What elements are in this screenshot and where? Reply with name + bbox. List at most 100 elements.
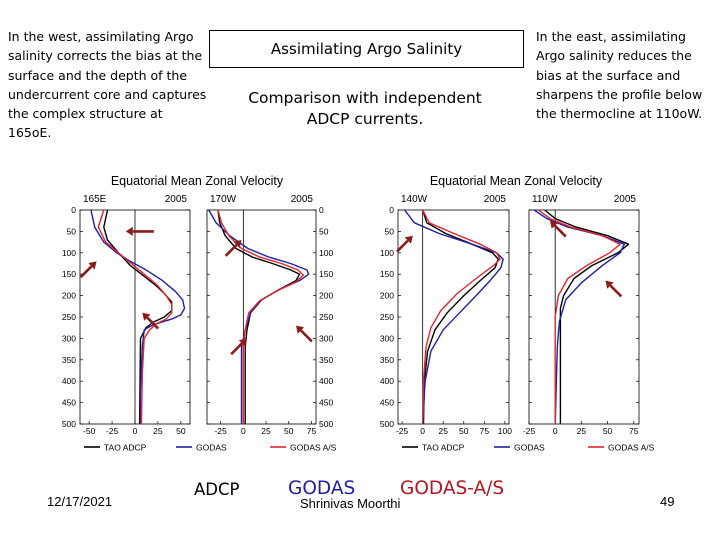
x-tick-label: -25 [214,426,227,436]
arrow-shaft [609,284,623,298]
x-tick-label: 50 [603,426,613,436]
y-tick-label: 150 [319,269,333,279]
y-tick-label: 450 [380,398,394,408]
y-tick-label: 250 [380,312,394,322]
label-godas-as: GODAS-A/S [400,478,505,499]
x-tick-label: 75 [480,426,490,436]
y-tick-label: 150 [380,269,394,279]
panel-year: 2005 [291,194,314,205]
legend-label: GODAS [196,443,227,453]
y-tick-label: 400 [380,376,394,386]
legend-label: GODAS A/S [608,443,655,453]
y-tick-label: 250 [319,312,333,322]
arrow-head [238,338,247,347]
y-tick-label: 300 [380,333,394,343]
y-tick-label: 350 [380,355,394,365]
series-godas-a-s [97,209,173,425]
series-godas [404,209,504,425]
series-tao-adcp [544,209,630,424]
panel-year: 2005 [484,194,507,205]
y-tick-label: 400 [62,376,76,386]
arrow-head [605,280,614,289]
x-tick-label: 75 [629,426,639,436]
series-godas [208,209,310,424]
panel-year: 2005 [614,194,637,205]
figure-canvas: Equatorial Mean Zonal Velocity Equatorial… [62,174,655,453]
y-tick-label: 500 [62,419,76,429]
panel-location: 110W [532,194,558,205]
x-tick-label: 75 [307,426,317,436]
slide-title: Assimilating Argo Salinity [209,30,524,68]
slide-subtitle: Comparison with independent ADCP current… [248,89,482,128]
y-tick-label: 50 [67,226,77,236]
legend-label: TAO ADCP [422,443,465,453]
series-godas [533,209,625,425]
panel-110w: 110W 2005 -25 0 25 50 75 [523,194,640,436]
arrow-head [88,261,97,270]
y-tick-label: 200 [319,291,333,301]
y-tick-label: 0 [71,205,76,215]
y-tick-label: 200 [62,291,76,301]
x-tick-label: -25 [106,426,119,436]
x-tick-label: 50 [459,426,469,436]
panel-year: 2005 [165,194,188,205]
arrow-shaft [79,265,93,279]
footer-author: Shrinivas Moorthi [300,496,401,511]
x-tick-label: -25 [396,426,409,436]
arrow-head [142,312,151,321]
arrow-head [125,226,133,236]
highlight-arrow [79,261,97,279]
legend-label: GODAS [514,443,545,453]
x-tick-label: 0 [420,426,425,436]
x-tick-label: -50 [83,426,96,436]
arrow-head [296,325,305,334]
arrow-shaft [230,342,243,356]
page-number: 49 [660,494,675,509]
panel-170w: 170W 2005 -25 0 25 50 75 0 50 100 150 200 250 300 350 4… [206,194,333,436]
series-godas [90,209,186,424]
panel-165e: 165E 2005-50 -25 0 25 50050100150200250300350… [62,194,191,436]
x-tick-label: 25 [577,426,587,436]
y-tick-label: 350 [319,355,333,365]
y-tick-label: 0 [389,205,394,215]
highlight-arrow [550,220,567,238]
series-tao-adcp [103,209,173,425]
arrow-head [404,235,413,244]
y-tick-label: 100 [380,248,394,258]
arrow-shaft [553,224,567,238]
panel-frame [206,209,317,425]
legend: TAO ADCP GODAS GODAS A/S [402,443,655,453]
panel-140w: 140W 2005 -25 0 25 50 75 100 0 50 100 150 200 250 300 3… [380,194,512,436]
y-tick-label: 200 [380,291,394,301]
y-tick-label: 500 [319,419,333,429]
panel-frame [397,209,510,425]
x-tick-label: -25 [523,426,536,436]
x-tick-label: 50 [284,426,294,436]
y-tick-label: 100 [62,248,76,258]
y-tick-label: 100 [319,248,333,258]
legend-label: GODAS A/S [290,443,337,453]
y-tick-label: 300 [319,333,333,343]
y-tick-label: 450 [319,398,333,408]
series-godas-a-s [217,209,304,424]
series-godas-a-s [422,209,501,425]
right-annotation: In the east, assimilating Argo salinity … [536,29,703,122]
x-tick-label: 50 [176,426,186,436]
y-tick-label: 50 [319,226,329,236]
highlight-arrow [230,338,247,356]
x-tick-label: 0 [553,426,558,436]
highlight-arrow [396,235,413,253]
highlight-arrow [142,312,160,330]
label-godas: GODAS [288,478,356,499]
arrow-head [233,240,242,249]
x-tick-label: 0 [241,426,246,436]
x-tick-label: 100 [498,426,512,436]
x-tick-label: 0 [133,426,138,436]
series-tao-adcp [422,209,499,425]
panel-location: 140W [401,194,428,205]
x-tick-label: 25 [261,426,271,436]
y-tick-label: 50 [385,226,395,236]
y-tick-label: 150 [62,269,76,279]
series-tao-adcp [217,209,301,424]
velocity-figure: Equatorial Mean Zonal Velocity Equatorial… [62,174,655,453]
